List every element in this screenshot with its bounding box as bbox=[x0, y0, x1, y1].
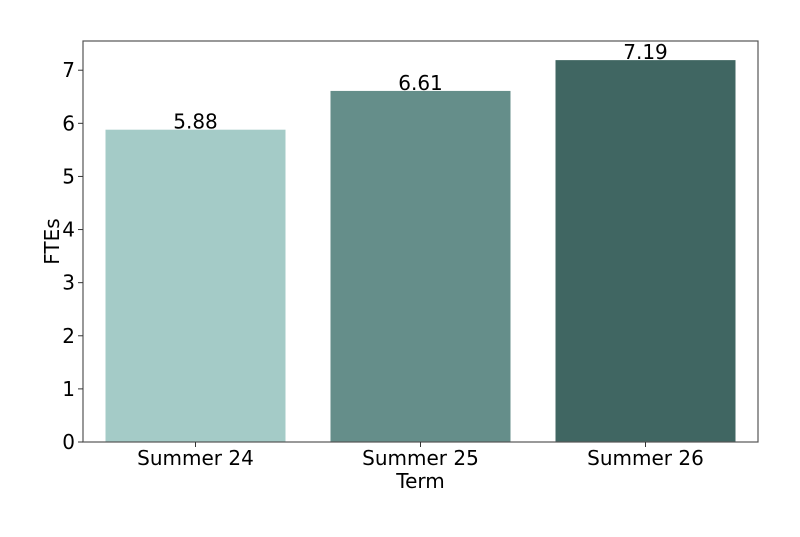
y-tick-label: 4 bbox=[62, 218, 75, 242]
x-tick-label: Summer 24 bbox=[137, 446, 254, 470]
x-tick-label: Summer 26 bbox=[587, 446, 704, 470]
data-label: 6.61 bbox=[398, 71, 443, 95]
x-axis-title: Term bbox=[395, 469, 444, 493]
y-axis-ticks: 0 1 2 3 4 5 6 7 bbox=[62, 58, 83, 454]
y-tick-label: 5 bbox=[62, 164, 75, 188]
x-axis-ticks: Summer 24 Summer 25 Summer 26 bbox=[137, 442, 704, 470]
y-axis-title: FTEs bbox=[40, 218, 64, 264]
y-tick-label: 0 bbox=[62, 430, 75, 454]
y-tick-label: 2 bbox=[62, 324, 75, 348]
y-tick-label: 1 bbox=[62, 377, 75, 401]
y-tick-label: 7 bbox=[62, 58, 75, 82]
y-tick-label: 3 bbox=[62, 271, 75, 295]
data-label: 5.88 bbox=[173, 110, 218, 134]
data-labels-layer: 5.88 6.61 7.19 bbox=[173, 40, 668, 134]
bar bbox=[330, 90, 511, 442]
x-tick-label: Summer 25 bbox=[362, 446, 479, 470]
bar bbox=[105, 129, 286, 443]
y-tick-label: 6 bbox=[62, 111, 75, 135]
bar bbox=[555, 60, 736, 442]
bars-layer bbox=[105, 60, 736, 443]
data-label: 7.19 bbox=[623, 40, 668, 64]
